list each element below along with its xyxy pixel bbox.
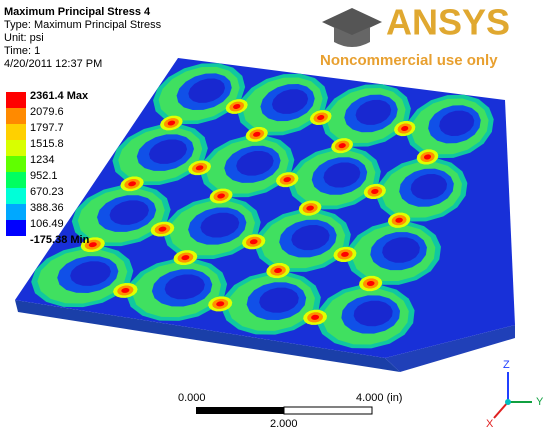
legend-label: 388.36 xyxy=(30,202,64,214)
legend-band xyxy=(6,92,26,108)
legend-band xyxy=(6,140,26,156)
ansys-logo: ANSYS Noncommercial use only xyxy=(320,2,510,69)
viewport: Maximum Principal Stress 4 Type: Maximum… xyxy=(0,0,552,434)
legend-band xyxy=(6,204,26,220)
legend-band xyxy=(6,220,26,236)
legend-label: 106.49 xyxy=(30,218,64,230)
triad-y-label: Y xyxy=(536,396,544,408)
result-date: 4/20/2011 12:37 PM xyxy=(4,58,102,70)
result-title: Maximum Principal Stress 4 xyxy=(4,6,151,18)
triad-x-label: X xyxy=(486,418,494,430)
legend-band xyxy=(6,156,26,172)
scale-segment xyxy=(284,407,372,414)
scale-start: 0.000 xyxy=(178,392,206,404)
legend-label: 2361.4 Max xyxy=(30,90,89,102)
scale-segment xyxy=(196,407,284,414)
legend-bar xyxy=(6,92,26,236)
scene: Maximum Principal Stress 4 Type: Maximum… xyxy=(0,0,552,434)
legend-band xyxy=(6,124,26,140)
legend-label: 1797.7 xyxy=(30,122,64,134)
legend-label: 1515.8 xyxy=(30,138,64,150)
legend-band xyxy=(6,172,26,188)
logo-brand: ANSYS xyxy=(386,2,510,43)
result-time: Time: 1 xyxy=(4,45,40,57)
result-type: Type: Maximum Principal Stress xyxy=(4,19,162,31)
scale-end: 4.000 (in) xyxy=(356,392,402,404)
logo-note: Noncommercial use only xyxy=(320,52,498,69)
legend-label: 952.1 xyxy=(30,170,58,182)
legend-band xyxy=(6,108,26,124)
legend-label: 2079.6 xyxy=(30,106,64,118)
result-unit: Unit: psi xyxy=(4,32,44,44)
triad-x xyxy=(494,402,508,418)
triad-origin xyxy=(505,399,511,405)
logo-cap xyxy=(322,8,382,36)
scale-middle: 2.000 xyxy=(270,418,298,430)
legend-label: -175.38 Min xyxy=(30,234,90,246)
axis-triad: Z Y X xyxy=(486,359,544,430)
legend-label: 1234 xyxy=(30,154,54,166)
legend-band xyxy=(6,188,26,204)
triad-z-label: Z xyxy=(503,359,510,371)
legend-label: 670.23 xyxy=(30,186,64,198)
